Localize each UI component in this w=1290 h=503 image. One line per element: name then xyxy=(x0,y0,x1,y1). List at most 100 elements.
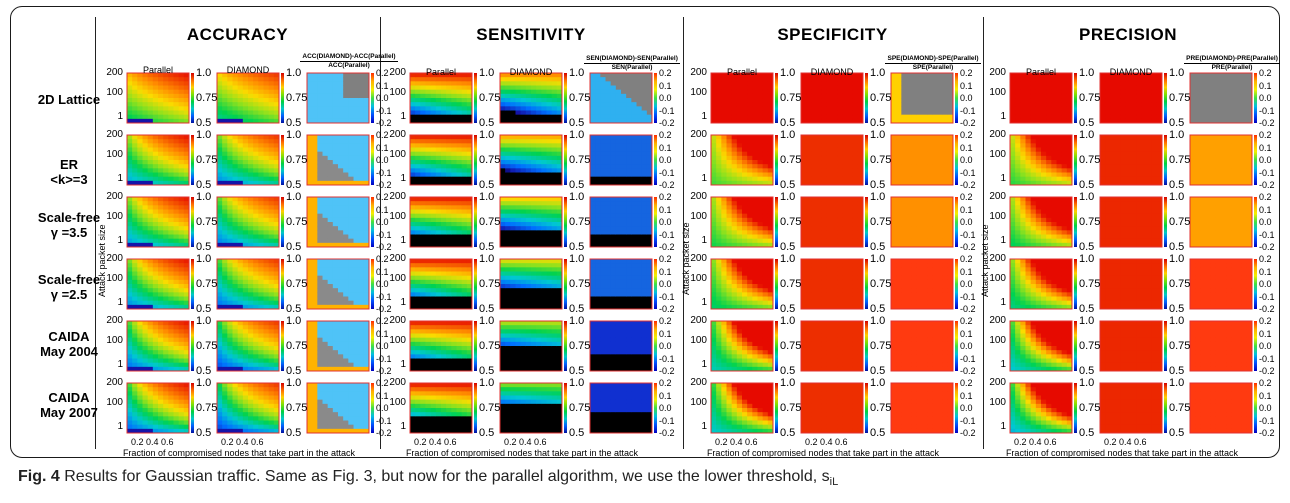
heatmap-cell xyxy=(358,106,365,111)
heatmap-cell xyxy=(173,366,180,372)
heatmap-cell xyxy=(441,222,447,227)
heatmap-cell xyxy=(615,151,622,157)
heatmap-border xyxy=(216,382,280,434)
heatmap-cell xyxy=(551,217,558,223)
heatmap-cell xyxy=(626,242,632,248)
heatmap-cell xyxy=(636,300,643,306)
heatmap-cell xyxy=(137,408,143,413)
heatmap-cell xyxy=(343,213,349,219)
heatmap-cell xyxy=(536,201,542,206)
heatmap-cell xyxy=(600,271,606,277)
heatmap-cell xyxy=(312,321,318,326)
heatmap-cell xyxy=(435,412,442,417)
heatmap-cell xyxy=(163,151,169,157)
heatmap-cell xyxy=(242,350,249,355)
heatmap-cell xyxy=(456,98,463,103)
heatmap-cell xyxy=(631,102,637,107)
heatmap-cell xyxy=(312,354,318,359)
heatmap-cell xyxy=(127,85,133,91)
heatmap-cell xyxy=(510,143,516,148)
heatmap-cell xyxy=(232,213,239,219)
heatmap-cell xyxy=(515,242,522,248)
heatmap-cell xyxy=(258,226,264,231)
heatmap-cell xyxy=(546,366,553,372)
heatmap-cell xyxy=(541,292,547,297)
heatmap-border xyxy=(126,320,190,372)
heatmap-cell xyxy=(127,160,133,165)
heatmap-cell xyxy=(332,143,339,148)
heatmap-cell xyxy=(536,337,542,343)
heatmap-cell xyxy=(163,408,169,413)
heatmap-cell xyxy=(307,168,313,173)
heatmap-cell xyxy=(173,114,180,120)
heatmap-cell xyxy=(232,114,239,120)
heatmap-cell xyxy=(363,346,370,351)
heatmap-cell xyxy=(430,333,437,339)
heatmap-cell xyxy=(541,346,547,351)
heatmap-cell xyxy=(461,391,468,396)
heatmap-cell xyxy=(636,98,643,103)
heatmap-cell xyxy=(556,234,563,240)
heatmap-cell xyxy=(610,217,617,223)
heatmap-cell xyxy=(536,151,542,157)
heatmap-cell xyxy=(132,321,138,326)
heatmap-cell xyxy=(510,416,516,421)
heatmap-cell xyxy=(327,354,334,359)
heatmap-cell xyxy=(317,205,323,210)
heatmap-cell xyxy=(615,366,622,372)
heatmap-cell xyxy=(317,403,323,409)
heatmap-cell xyxy=(605,304,612,310)
heatmap-cell xyxy=(435,279,442,285)
heatmap-cell xyxy=(500,143,506,148)
heatmap-cell xyxy=(461,168,468,173)
heatmap-cell xyxy=(312,147,318,153)
heatmap-cell xyxy=(263,168,270,173)
heatmap-cell xyxy=(332,333,339,339)
heatmap-cell xyxy=(232,428,239,434)
heatmap-cell xyxy=(446,242,452,248)
heatmap-cell xyxy=(546,106,553,111)
heatmap-cell xyxy=(227,346,233,351)
heatmap-cell xyxy=(263,85,270,91)
heatmap-cell xyxy=(307,329,313,334)
heatmap-cell xyxy=(317,354,323,359)
heatmap-cell xyxy=(590,325,596,330)
heatmap-cell xyxy=(237,160,244,165)
heatmap-cell xyxy=(556,275,563,281)
heatmap-cell xyxy=(163,346,169,351)
heatmap-cell xyxy=(500,118,506,124)
heatmap-cell xyxy=(178,383,185,388)
heatmap-cell xyxy=(237,135,244,140)
heatmap-cell xyxy=(217,403,223,409)
heatmap-cell xyxy=(435,205,442,210)
heatmap-cell xyxy=(312,213,318,219)
heatmap-cell xyxy=(636,147,643,153)
heatmap-cell xyxy=(595,110,601,116)
heatmap-cell xyxy=(273,197,280,202)
heatmap-cell xyxy=(242,292,249,297)
heatmap-cell xyxy=(127,222,133,227)
heatmap-cell xyxy=(332,205,339,210)
heatmap-cell xyxy=(253,209,259,215)
heatmap-cell xyxy=(461,275,468,281)
heatmap-cell xyxy=(425,259,432,264)
heatmap-cell xyxy=(158,93,164,99)
heatmap-cell xyxy=(536,164,542,169)
heatmap-cell xyxy=(531,234,537,240)
heatmap-cell xyxy=(456,217,463,223)
heatmap-cell xyxy=(338,143,344,148)
heatmap-cell xyxy=(147,284,154,289)
heatmap-cell xyxy=(646,176,653,182)
heatmap-cell xyxy=(237,300,244,306)
heatmap-cell xyxy=(327,259,334,264)
heatmap-cell xyxy=(531,346,537,351)
heatmap-cell xyxy=(132,197,138,202)
heatmap-cell xyxy=(327,321,334,326)
heatmap-cell xyxy=(232,300,239,306)
heatmap-cell xyxy=(327,391,334,396)
heatmap-cell xyxy=(307,366,313,372)
metric-heatmap xyxy=(216,134,280,186)
heatmap-cell xyxy=(500,263,506,268)
heatmap-cell xyxy=(641,366,648,372)
heatmap-cell xyxy=(610,213,617,219)
